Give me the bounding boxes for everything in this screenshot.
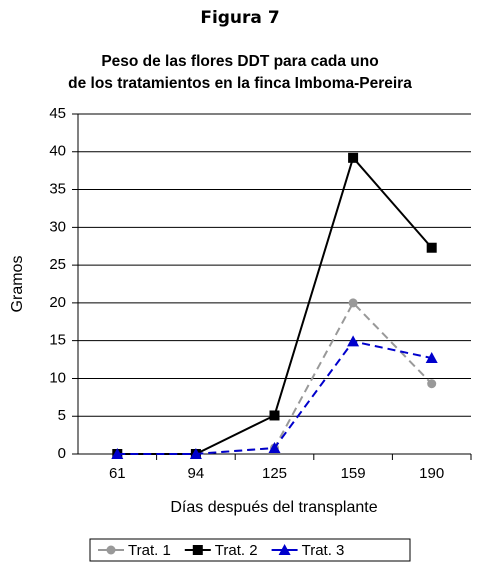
chart-title: de los tratamientos en la finca Imboma-P… xyxy=(68,75,412,92)
legend-label: Trat. 1 xyxy=(128,542,171,559)
legend: Trat. 1 Trat. 2 Trat. 3 xyxy=(89,538,411,562)
marker xyxy=(347,335,360,347)
marker xyxy=(268,441,281,453)
x-axis-label: Días después del transplante xyxy=(170,499,377,516)
marker xyxy=(111,448,124,459)
y-tick-label: 30 xyxy=(49,218,66,235)
x-tick-label: 190 xyxy=(419,465,444,482)
chart-title: Peso de las flores DDT para cada uno xyxy=(101,53,378,70)
y-tick-label: 45 xyxy=(49,105,66,122)
y-tick-label: 15 xyxy=(49,332,66,349)
marker xyxy=(106,545,116,555)
marker xyxy=(269,410,280,421)
y-tick-label: 35 xyxy=(49,181,66,198)
y-axis-label: Gramos xyxy=(9,256,26,313)
marker xyxy=(427,379,437,389)
marker xyxy=(348,298,358,308)
series-line xyxy=(117,155,433,455)
y-tick-label: 20 xyxy=(49,294,66,311)
y-tick-label: 0 xyxy=(58,445,66,462)
marker xyxy=(425,352,438,364)
y-tick-label: 40 xyxy=(49,143,66,160)
marker xyxy=(348,152,359,163)
x-tick-label: 61 xyxy=(109,465,126,482)
y-tick-label: 25 xyxy=(49,256,66,273)
x-tick-label: 94 xyxy=(188,465,205,482)
heading: Figura 7 xyxy=(200,8,279,28)
legend-box xyxy=(89,538,411,562)
series-line xyxy=(117,340,432,455)
y-tick-label: 5 xyxy=(58,407,66,424)
legend-label: Trat. 2 xyxy=(215,542,258,559)
marker xyxy=(278,544,291,555)
legend-label: Trat. 3 xyxy=(302,542,345,559)
y-tick-label: 10 xyxy=(49,369,66,386)
marker xyxy=(426,242,437,253)
x-tick-label: 125 xyxy=(262,465,287,482)
x-tick-label: 159 xyxy=(341,465,366,482)
marker xyxy=(189,448,202,459)
marker xyxy=(192,545,203,555)
